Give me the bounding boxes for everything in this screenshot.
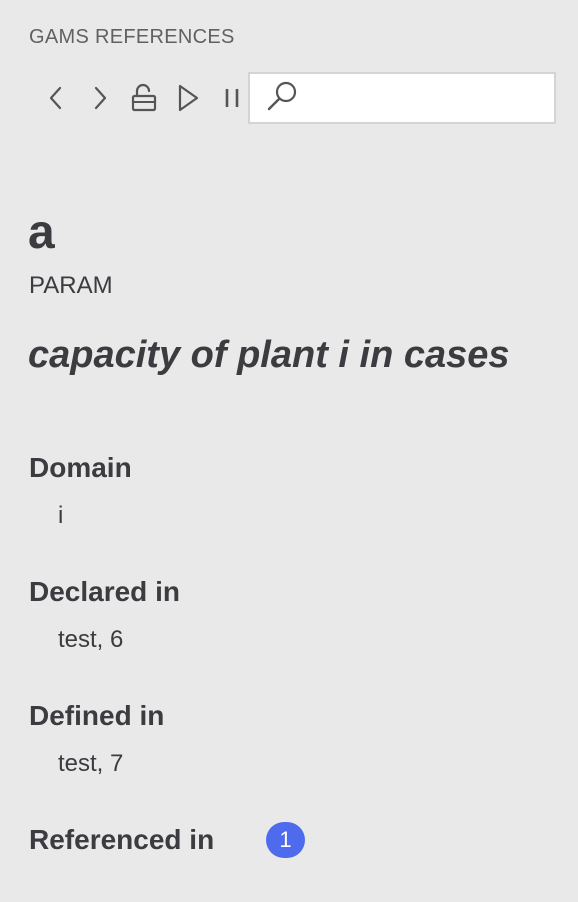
search-box[interactable] bbox=[248, 72, 578, 124]
symbol-name: a bbox=[28, 206, 55, 259]
search-input[interactable] bbox=[310, 85, 578, 111]
declared-in-heading: Declared in bbox=[29, 576, 180, 607]
run-button[interactable] bbox=[166, 72, 210, 124]
play-icon bbox=[176, 83, 200, 113]
defined-in-heading: Defined in bbox=[29, 700, 165, 731]
referenced-in-heading[interactable]: Referenced in bbox=[29, 824, 215, 855]
symbol-type: PARAM bbox=[29, 272, 113, 299]
panel-title: GAMS REFERENCES bbox=[29, 26, 235, 48]
pause-icon bbox=[221, 84, 243, 112]
defined-in-value[interactable]: test, 7 bbox=[58, 750, 124, 777]
back-button[interactable] bbox=[34, 72, 78, 124]
forward-button[interactable] bbox=[78, 72, 122, 124]
search-icon bbox=[266, 79, 300, 118]
symbol-description: capacity of plant i in cases bbox=[28, 334, 510, 376]
unlock-icon bbox=[130, 82, 158, 114]
domain-heading: Domain bbox=[29, 452, 132, 483]
unlock-button[interactable] bbox=[122, 72, 166, 124]
domain-value: i bbox=[58, 502, 64, 529]
chevron-right-icon bbox=[90, 84, 110, 112]
pause-button[interactable] bbox=[210, 72, 254, 124]
chevron-left-icon bbox=[46, 84, 66, 112]
referenced-count-badge: 1 bbox=[266, 822, 305, 858]
declared-in-value[interactable]: test, 6 bbox=[58, 626, 124, 653]
toolbar bbox=[34, 72, 254, 124]
